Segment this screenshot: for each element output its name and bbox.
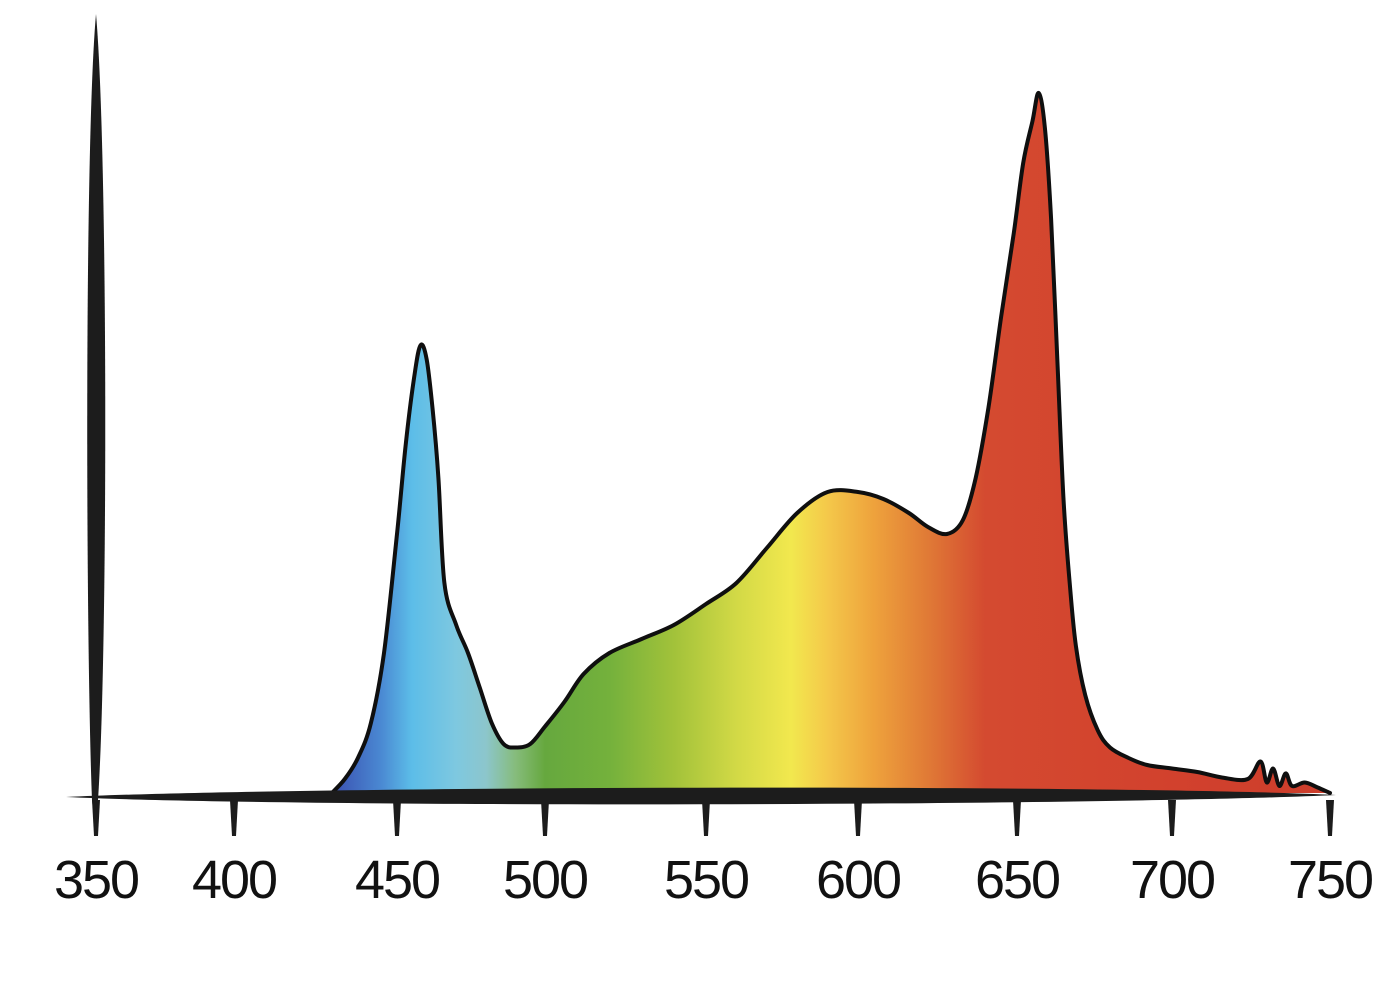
x-tick <box>1168 800 1176 836</box>
x-tick-label: 600 <box>816 850 900 910</box>
x-tick-label: 700 <box>1130 850 1214 910</box>
x-tick <box>702 800 710 836</box>
x-tick-label: 650 <box>975 850 1059 910</box>
x-tick <box>1013 800 1021 836</box>
x-tick-layer <box>92 800 1334 836</box>
x-tick <box>230 800 238 836</box>
x-tick-label: 400 <box>192 850 276 910</box>
x-tick-label: 350 <box>54 850 138 910</box>
spectrum-area <box>331 92 1330 794</box>
x-tick <box>1326 800 1334 836</box>
x-axis <box>66 787 1336 805</box>
x-tick-label: 550 <box>664 850 748 910</box>
x-tick-label: 450 <box>355 850 439 910</box>
x-tick <box>92 800 100 836</box>
x-tick-label: 750 <box>1288 850 1372 910</box>
y-axis <box>87 14 106 815</box>
x-tick <box>393 800 401 836</box>
x-tick-label: 500 <box>503 850 587 910</box>
x-tick-label-layer: 350 400 450 500 550 600 650 700 750 <box>54 850 1374 910</box>
spectrum-area-layer <box>329 90 1332 795</box>
spectrum-line <box>329 90 1332 795</box>
x-tick <box>541 800 549 836</box>
x-tick <box>854 800 862 836</box>
